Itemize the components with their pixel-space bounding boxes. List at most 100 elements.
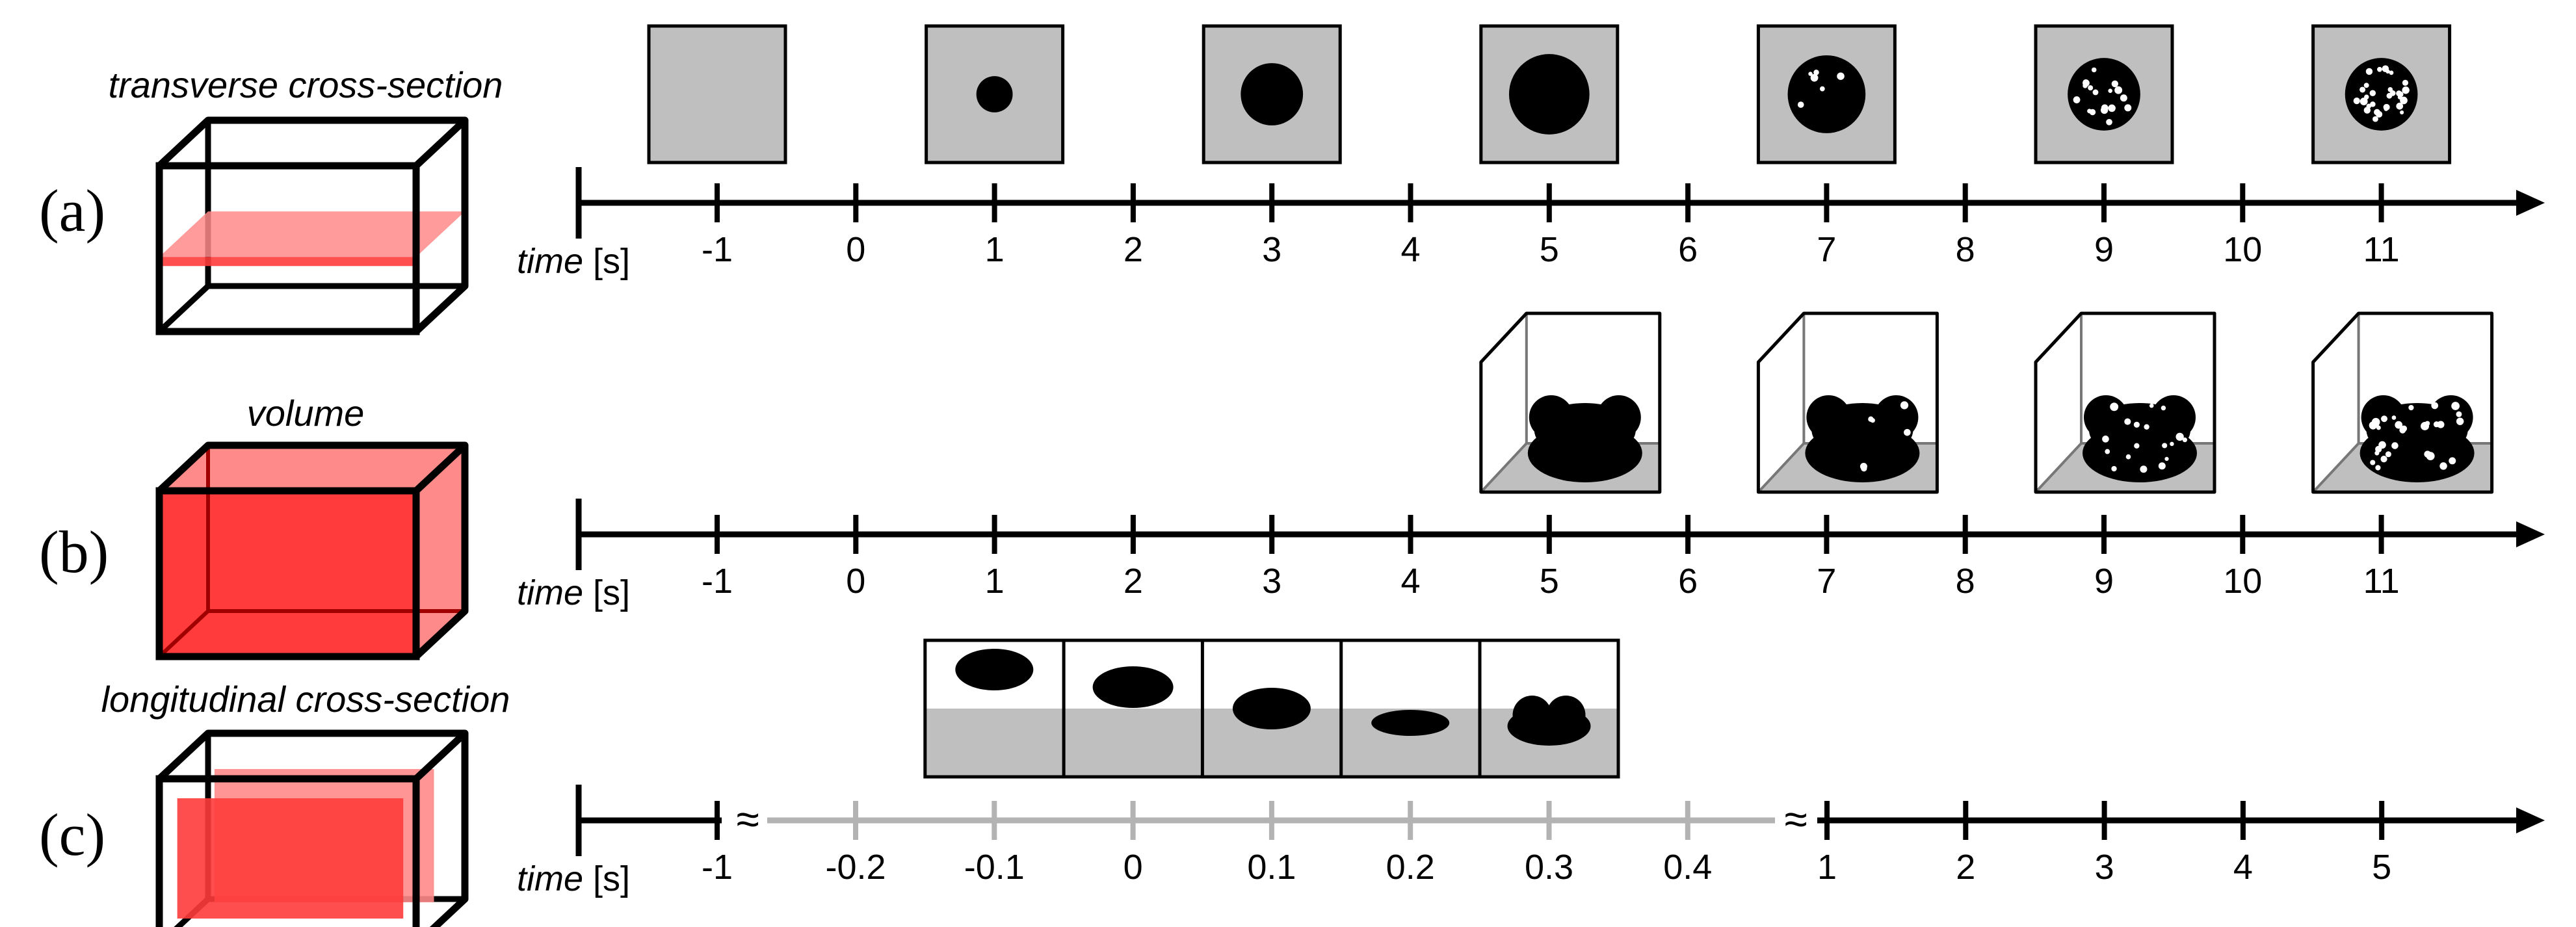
tick-label: 0 [1124, 848, 1143, 887]
snapshot-square [647, 24, 787, 164]
tick-label: -1 [702, 230, 733, 269]
tick-label: 8 [1956, 562, 1975, 601]
box-top [157, 116, 469, 335]
tick-label: 1 [985, 230, 1005, 269]
tick-label: -1 [702, 848, 733, 887]
bubble-hole [2431, 402, 2439, 410]
time-axis-label: time [s] [517, 573, 630, 612]
bubble-hole [2364, 94, 2369, 99]
bubble-hole [2363, 107, 2371, 114]
cube-back-edge [2312, 442, 2360, 493]
snapshot-square [1202, 24, 1342, 164]
strip-outline [923, 638, 1620, 779]
cube-frame [1479, 311, 1662, 494]
bubble-hole [2110, 402, 2119, 411]
row-c-letter: (c) [39, 802, 105, 868]
bubble-hole [1797, 101, 1804, 108]
box-back-edge [157, 283, 211, 334]
bubble-hole [2408, 404, 2414, 411]
row-b-letter: (b) [39, 519, 109, 585]
snapshots-b [1479, 311, 2494, 494]
bubble-hole [1900, 401, 1909, 410]
tick-label: 8 [1956, 230, 1975, 269]
tick-label: -0.2 [825, 848, 886, 887]
bubble-hole [2375, 465, 2381, 471]
bubble-hole [2377, 66, 2382, 72]
bubble-hole [2073, 96, 2081, 103]
tick-label: 5 [2372, 848, 2391, 887]
box-top [157, 441, 469, 660]
droplet-side [955, 649, 1034, 690]
tick-label: -0.1 [964, 848, 1025, 887]
tick-label: 4 [1400, 562, 1420, 601]
volume-box-icon [155, 441, 469, 660]
bubble-hole [2125, 454, 2131, 460]
tick-label: 0 [846, 562, 865, 601]
axis-break-mark: ≈ [736, 796, 759, 842]
bubble-hole [2158, 462, 2166, 470]
tick-label: 0 [846, 230, 865, 269]
bubble-hole [2161, 405, 2166, 411]
tick-label: 7 [1817, 230, 1836, 269]
tick-label: 7 [1817, 562, 1836, 601]
droplet-disk [1787, 55, 1866, 133]
bubble-hole [2091, 67, 2097, 73]
bubble-hole [2396, 90, 2402, 97]
snapshot-frame-side [1202, 640, 1341, 777]
bubble-hole [2387, 87, 2393, 92]
bubble-hole [2400, 96, 2408, 105]
volume-front [159, 491, 416, 657]
time-word: time [517, 859, 583, 898]
tick-label: 1 [1817, 848, 1837, 887]
bubble-hole [2359, 86, 2366, 93]
bubble-hole [2395, 421, 2403, 429]
slice-plane-front [177, 798, 404, 919]
time-unit: [s] [583, 859, 630, 898]
tick-label: 4 [2233, 848, 2253, 887]
tick-label: 10 [2223, 230, 2262, 269]
snapshot-frame-side [925, 640, 1064, 777]
time-unit: [s] [583, 242, 630, 281]
tick-label: 3 [1262, 230, 1281, 269]
droplet-disk [2345, 58, 2418, 131]
time-axis-label: time [s] [517, 242, 630, 281]
row-c-title: longitudinal cross-section [101, 679, 510, 720]
snapshot-square [2311, 24, 2452, 164]
time-axis-label: time [s] [517, 859, 630, 898]
droplet-blob [2083, 395, 2197, 482]
bubble-hole [2386, 92, 2393, 99]
snapshot-square [1479, 24, 1620, 164]
bubble-hole [2374, 450, 2380, 456]
slice-plane [159, 211, 465, 257]
box-back-edge [157, 445, 465, 659]
bubble-hole [1813, 70, 1819, 75]
droplet-lobe [1512, 696, 1552, 735]
time-word: time [517, 573, 583, 612]
bubble-hole [2380, 456, 2387, 463]
tick-label: 0.3 [1525, 848, 1573, 887]
slice-plane-edge [159, 257, 416, 267]
bubble-hole [2369, 421, 2378, 430]
tick-label: 0.4 [1663, 848, 1712, 887]
bubble-hole [2439, 462, 2447, 470]
bubble-hole [2451, 402, 2460, 410]
snapshot-cube [2311, 311, 2494, 494]
time-unit: [s] [583, 573, 630, 612]
bubble-hole [1808, 72, 1813, 76]
droplet-disk [1241, 63, 1304, 125]
bubble-hole [2378, 441, 2386, 449]
tick-label: 0.2 [1386, 848, 1435, 887]
droplet-side [1371, 710, 1450, 736]
bubble-hole [2124, 104, 2132, 112]
bubble-hole [2456, 417, 2464, 425]
snapshot-cube [1756, 311, 1939, 494]
bubble-hole [2376, 111, 2383, 118]
axis-arrow-head [2516, 190, 2545, 216]
box-front [155, 162, 420, 335]
bubble-hole [2363, 83, 2369, 88]
droplet-disk [2068, 58, 2140, 131]
tick-label: 3 [1262, 562, 1281, 601]
bubble-hole [1810, 73, 1819, 82]
row-a-letter: (a) [39, 177, 105, 244]
